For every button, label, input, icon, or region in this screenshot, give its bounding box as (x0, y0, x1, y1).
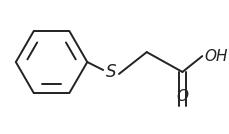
Text: S: S (105, 63, 116, 81)
Text: OH: OH (204, 49, 227, 64)
Text: O: O (176, 89, 188, 104)
